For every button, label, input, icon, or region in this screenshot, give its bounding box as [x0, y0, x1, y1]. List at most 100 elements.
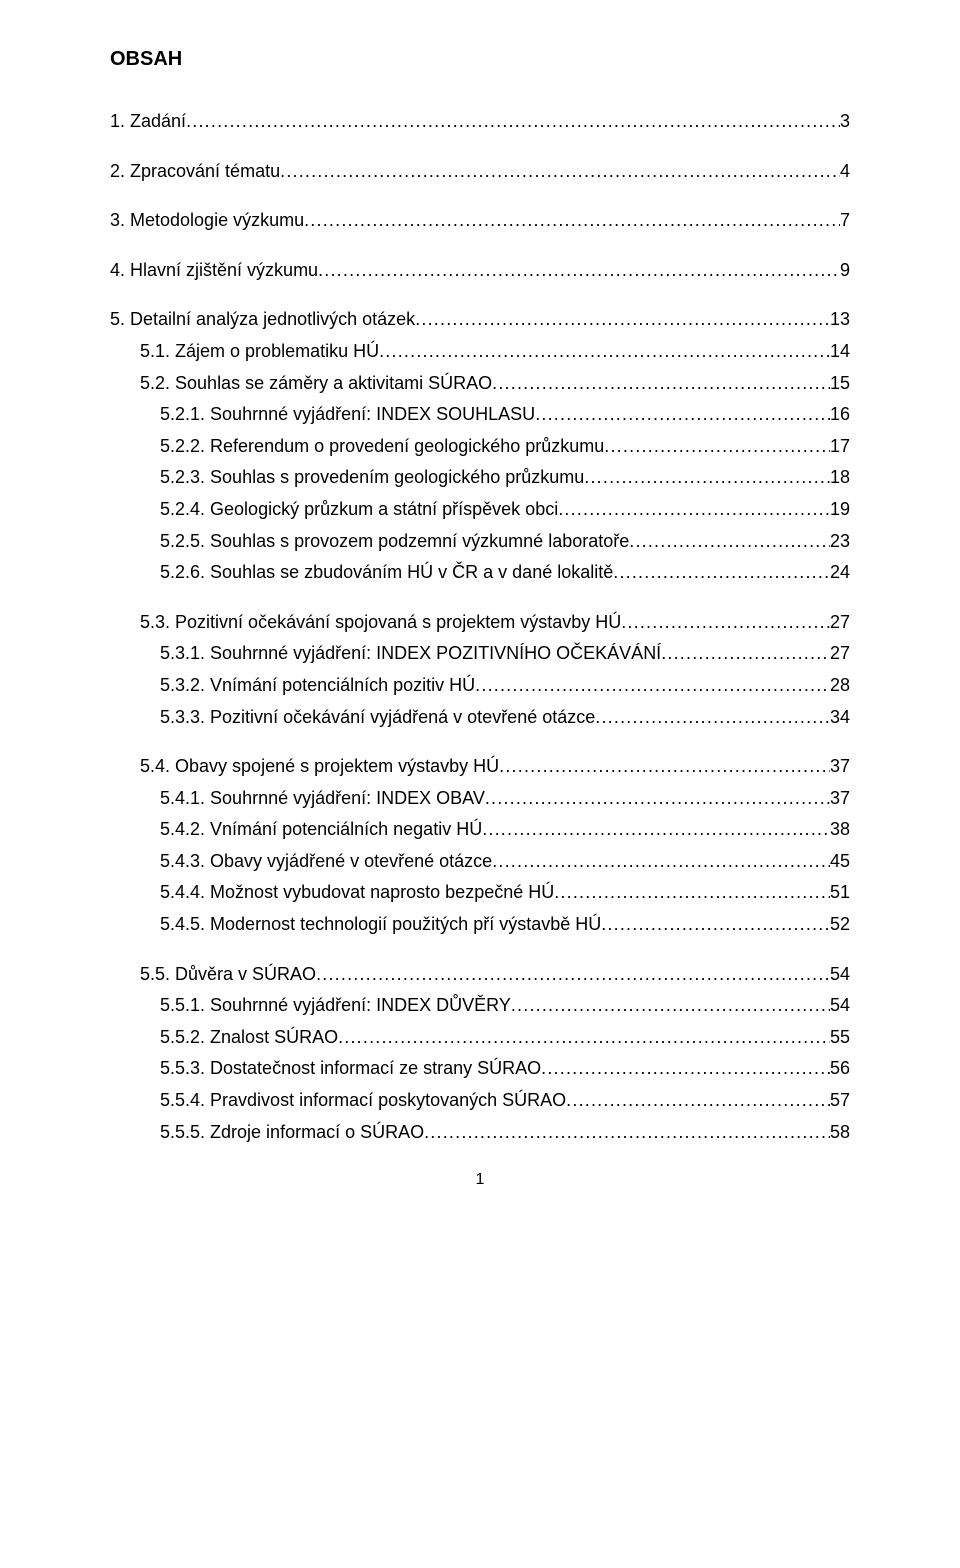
toc-entry-page: 23: [830, 531, 850, 553]
toc-entry: 5.3.3. Pozitivní očekávání vyjádřená v o…: [160, 707, 850, 729]
toc-entry: 5. Detailní analýza jednotlivých otázek.…: [110, 309, 850, 331]
toc-entry-label: 5.2.5. Souhlas s provozem podzemní výzku…: [160, 531, 629, 553]
toc-entry-label: 5.2.6. Souhlas se zbudováním HÚ v ČR a v…: [160, 562, 613, 584]
toc-entry: 5.2.5. Souhlas s provozem podzemní výzku…: [160, 531, 850, 553]
toc-leader-dots: ........................................…: [304, 210, 840, 232]
toc-entry-page: 45: [830, 851, 850, 873]
toc-leader-dots: ........................................…: [318, 260, 840, 282]
toc-entry: 5.2.3. Souhlas s provedením geologického…: [160, 467, 850, 489]
toc-leader-dots: ........................................…: [485, 788, 830, 810]
toc-entry-label: 5.4.4. Možnost vybudovat naprosto bezpeč…: [160, 882, 554, 904]
toc-entry: 5.5.4. Pravdivost informací poskytovanýc…: [160, 1090, 850, 1112]
toc-leader-dots: ........................................…: [492, 851, 830, 873]
toc-entry-page: 27: [830, 643, 850, 665]
toc-entry-page: 27: [830, 612, 850, 634]
toc-entry-label: 5.2.4. Geologický průzkum a státní přísp…: [160, 499, 558, 521]
toc-leader-dots: ........................................…: [424, 1122, 830, 1144]
toc-leader-dots: ........................................…: [415, 309, 830, 331]
toc-entry-label: 5.5. Důvěra v SÚRAO: [140, 964, 316, 986]
toc-leader-dots: ........................................…: [511, 995, 830, 1017]
toc-entry-page: 54: [830, 964, 850, 986]
toc-group: 4. Hlavní zjištění výzkumu..............…: [110, 260, 850, 282]
toc-entry-label: 5.2.1. Souhrnné vyjádření: INDEX SOUHLAS…: [160, 404, 535, 426]
toc-entry: 5.1. Zájem o problematiku HÚ............…: [140, 341, 850, 363]
toc-entry-label: 5.5.4. Pravdivost informací poskytovanýc…: [160, 1090, 566, 1112]
toc-entry-page: 54: [830, 995, 850, 1017]
toc-leader-dots: ........................................…: [621, 612, 830, 634]
toc-entry-page: 37: [830, 788, 850, 810]
toc-entry-page: 9: [840, 260, 850, 282]
toc-entry-label: 5.5.2. Znalost SÚRAO: [160, 1027, 338, 1049]
toc-entry-page: 15: [830, 373, 850, 395]
toc-entry-label: 5.3. Pozitivní očekávání spojovaná s pro…: [140, 612, 621, 634]
toc-entry-page: 19: [830, 499, 850, 521]
toc-leader-dots: ........................................…: [601, 914, 830, 936]
toc-entry: 5.3.1. Souhrnné vyjádření: INDEX POZITIV…: [160, 643, 850, 665]
toc-entry-page: 3: [840, 111, 850, 133]
toc-entry: 3. Metodologie výzkumu..................…: [110, 210, 850, 232]
toc-entry-label: 5.4.1. Souhrnné vyjádření: INDEX OBAV: [160, 788, 485, 810]
toc-entry-page: 34: [830, 707, 850, 729]
toc-entry: 4. Hlavní zjištění výzkumu..............…: [110, 260, 850, 282]
toc-entry-page: 55: [830, 1027, 850, 1049]
toc-entry: 5.2.1. Souhrnné vyjádření: INDEX SOUHLAS…: [160, 404, 850, 426]
toc-entry-page: 7: [840, 210, 850, 232]
toc-entry: 5.4.5. Modernost technologií použitých p…: [160, 914, 850, 936]
toc-entry-label: 5. Detailní analýza jednotlivých otázek: [110, 309, 415, 331]
toc-leader-dots: ........................................…: [541, 1058, 830, 1080]
toc-leader-dots: ........................................…: [595, 707, 830, 729]
toc-entry-label: 1. Zadání: [110, 111, 186, 133]
toc-leader-dots: ........................................…: [280, 161, 840, 183]
toc-entry-label: 2. Zpracování tématu: [110, 161, 280, 183]
toc-entry-page: 51: [830, 882, 850, 904]
toc-group: 1. Zadání...............................…: [110, 111, 850, 133]
toc-leader-dots: ........................................…: [475, 675, 830, 697]
toc-entry-label: 5.4.3. Obavy vyjádřené v otevřené otázce: [160, 851, 492, 873]
toc-entry-page: 58: [830, 1122, 850, 1144]
toc-entry-page: 28: [830, 675, 850, 697]
toc-leader-dots: ........................................…: [661, 643, 830, 665]
toc-entry-page: 18: [830, 467, 850, 489]
toc-leader-dots: ........................................…: [338, 1027, 830, 1049]
toc-entry: 2. Zpracování tématu....................…: [110, 161, 850, 183]
toc-entry: 5.4.1. Souhrnné vyjádření: INDEX OBAV...…: [160, 788, 850, 810]
toc-entry: 5.3. Pozitivní očekávání spojovaná s pro…: [140, 612, 850, 634]
toc-group: 2. Zpracování tématu....................…: [110, 161, 850, 183]
toc-entry: 5.2.2. Referendum o provedení geologické…: [160, 436, 850, 458]
toc-entry-label: 5.2.2. Referendum o provedení geologické…: [160, 436, 604, 458]
toc-entry: 5.4.2. Vnímání potenciálních negativ HÚ.…: [160, 819, 850, 841]
toc-group: 5.3. Pozitivní očekávání spojovaná s pro…: [110, 612, 850, 728]
toc-entry-page: 14: [830, 341, 850, 363]
toc-entry: 5.2. Souhlas se záměry a aktivitami SÚRA…: [140, 373, 850, 395]
toc-leader-dots: ........................................…: [499, 756, 830, 778]
toc-entry-label: 5.5.3. Dostatečnost informací ze strany …: [160, 1058, 541, 1080]
toc-leader-dots: ........................................…: [558, 499, 830, 521]
toc-entry: 5.5.2. Znalost SÚRAO....................…: [160, 1027, 850, 1049]
toc-entry-page: 24: [830, 562, 850, 584]
toc-leader-dots: ........................................…: [566, 1090, 830, 1112]
toc-entry-label: 5.2.3. Souhlas s provedením geologického…: [160, 467, 584, 489]
toc-entry-label: 5.3.3. Pozitivní očekávání vyjádřená v o…: [160, 707, 595, 729]
toc-entry-label: 5.4.2. Vnímání potenciálních negativ HÚ: [160, 819, 482, 841]
toc-leader-dots: ........................................…: [584, 467, 830, 489]
toc-leader-dots: ........................................…: [492, 373, 830, 395]
toc-leader-dots: ........................................…: [186, 111, 840, 133]
toc-leader-dots: ........................................…: [316, 964, 830, 986]
toc-entry-page: 13: [830, 309, 850, 331]
toc-entry-label: 5.5.1. Souhrnné vyjádření: INDEX DŮVĚRY: [160, 995, 511, 1017]
toc-entry-page: 57: [830, 1090, 850, 1112]
toc-entry: 5.4.3. Obavy vyjádřené v otevřené otázce…: [160, 851, 850, 873]
toc-entry: 5.4.4. Možnost vybudovat naprosto bezpeč…: [160, 882, 850, 904]
toc-container: 1. Zadání...............................…: [110, 111, 850, 1143]
toc-entry-page: 17: [830, 436, 850, 458]
toc-group: 3. Metodologie výzkumu..................…: [110, 210, 850, 232]
toc-leader-dots: ........................................…: [535, 404, 830, 426]
toc-title: OBSAH: [110, 48, 850, 71]
toc-entry-page: 37: [830, 756, 850, 778]
toc-entry-label: 5.4. Obavy spojené s projektem výstavby …: [140, 756, 499, 778]
toc-entry: 5.5.1. Souhrnné vyjádření: INDEX DŮVĚRY.…: [160, 995, 850, 1017]
document-page: OBSAH 1. Zadání.........................…: [0, 0, 960, 1568]
toc-entry: 5.5.3. Dostatečnost informací ze strany …: [160, 1058, 850, 1080]
toc-entry: 1. Zadání...............................…: [110, 111, 850, 133]
toc-leader-dots: ........................................…: [379, 341, 830, 363]
